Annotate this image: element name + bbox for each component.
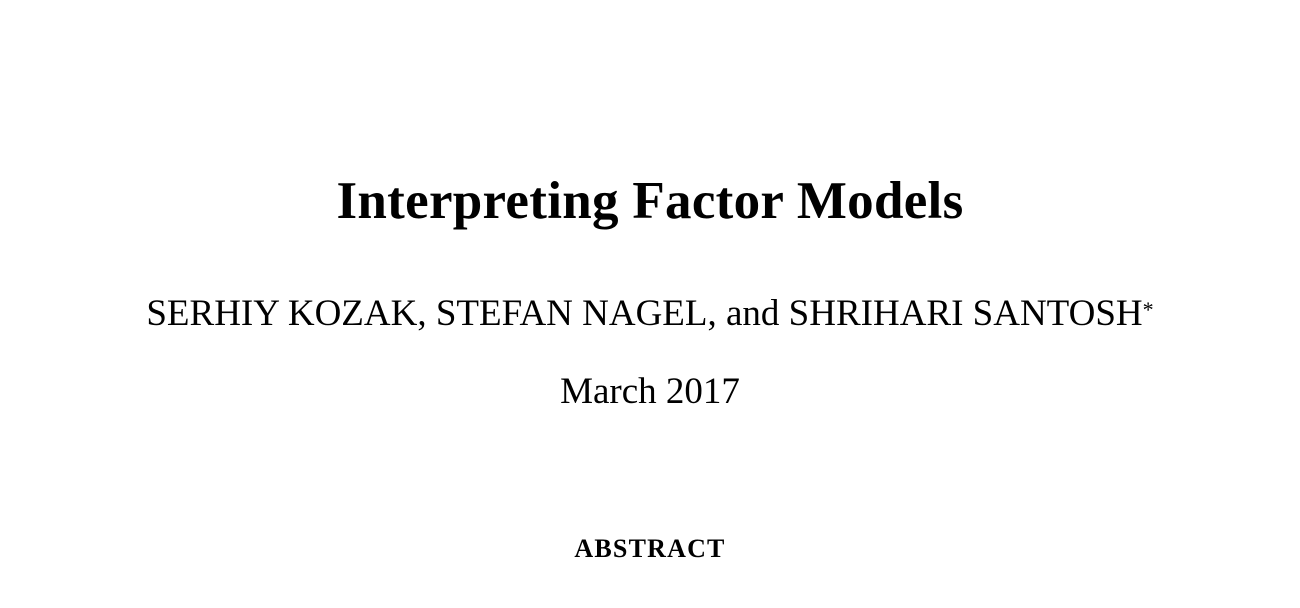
author-names: SERHIY KOZAK, STEFAN NAGEL, and SHRIHARI… <box>146 293 1143 334</box>
author-footnote-mark: * <box>1142 297 1154 322</box>
publication-date: March 2017 <box>560 371 740 412</box>
author-line: SERHIY KOZAK, STEFAN NAGEL, and SHRIHARI… <box>0 291 1300 337</box>
paper-title: Interpreting Factor Models <box>336 172 964 230</box>
abstract-heading: ABSTRACT <box>574 534 726 563</box>
